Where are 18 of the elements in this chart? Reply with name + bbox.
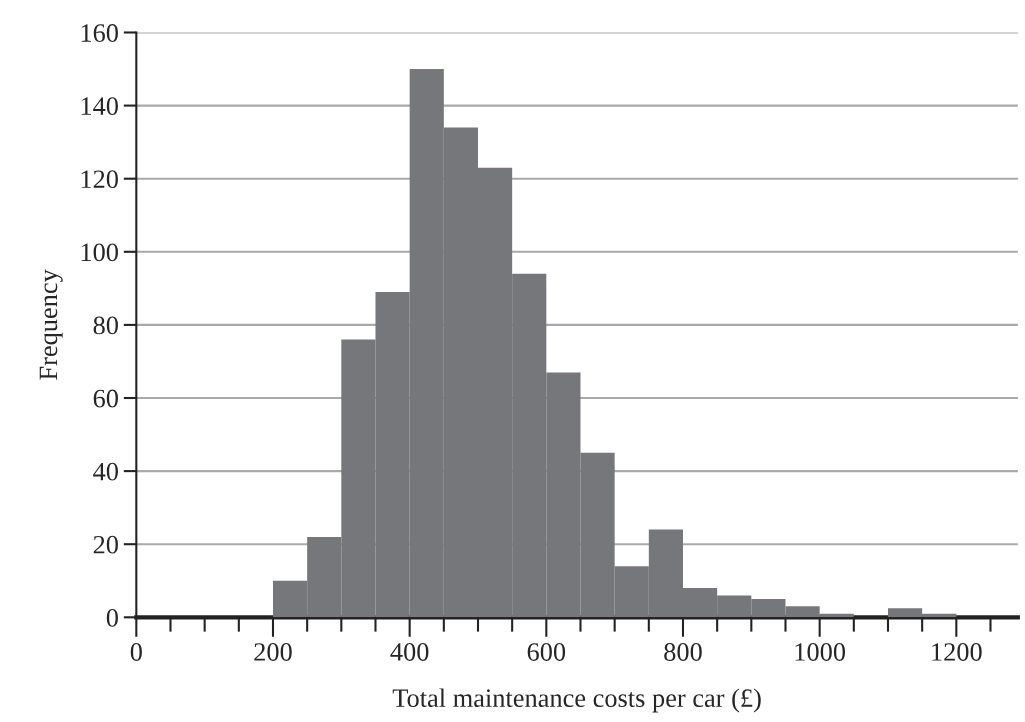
y-tick-label: 20 bbox=[93, 535, 118, 554]
y-tick-label: 0 bbox=[106, 608, 118, 627]
x-tick-label: 1200 bbox=[932, 643, 982, 661]
x-axis-title: Total maintenance costs per car (£) bbox=[392, 688, 761, 713]
x-tick-label: 800 bbox=[664, 643, 702, 661]
x-tick-label: 1000 bbox=[795, 643, 846, 661]
y-tick-label: 160 bbox=[81, 24, 118, 42]
y-tick-label: 120 bbox=[81, 170, 118, 189]
x-tick-label: 0 bbox=[130, 643, 142, 661]
y-axis-title: Frequency bbox=[39, 269, 63, 380]
x-tick-label: 200 bbox=[254, 643, 292, 661]
y-tick-label: 140 bbox=[81, 97, 118, 116]
y-tick-label: 60 bbox=[93, 389, 118, 408]
x-tick-label: 600 bbox=[527, 643, 566, 661]
x-tick-label: 400 bbox=[390, 643, 429, 661]
y-tick-label: 80 bbox=[93, 316, 118, 335]
y-tick-label: 40 bbox=[93, 462, 118, 481]
y-tick-label: 100 bbox=[81, 243, 118, 262]
